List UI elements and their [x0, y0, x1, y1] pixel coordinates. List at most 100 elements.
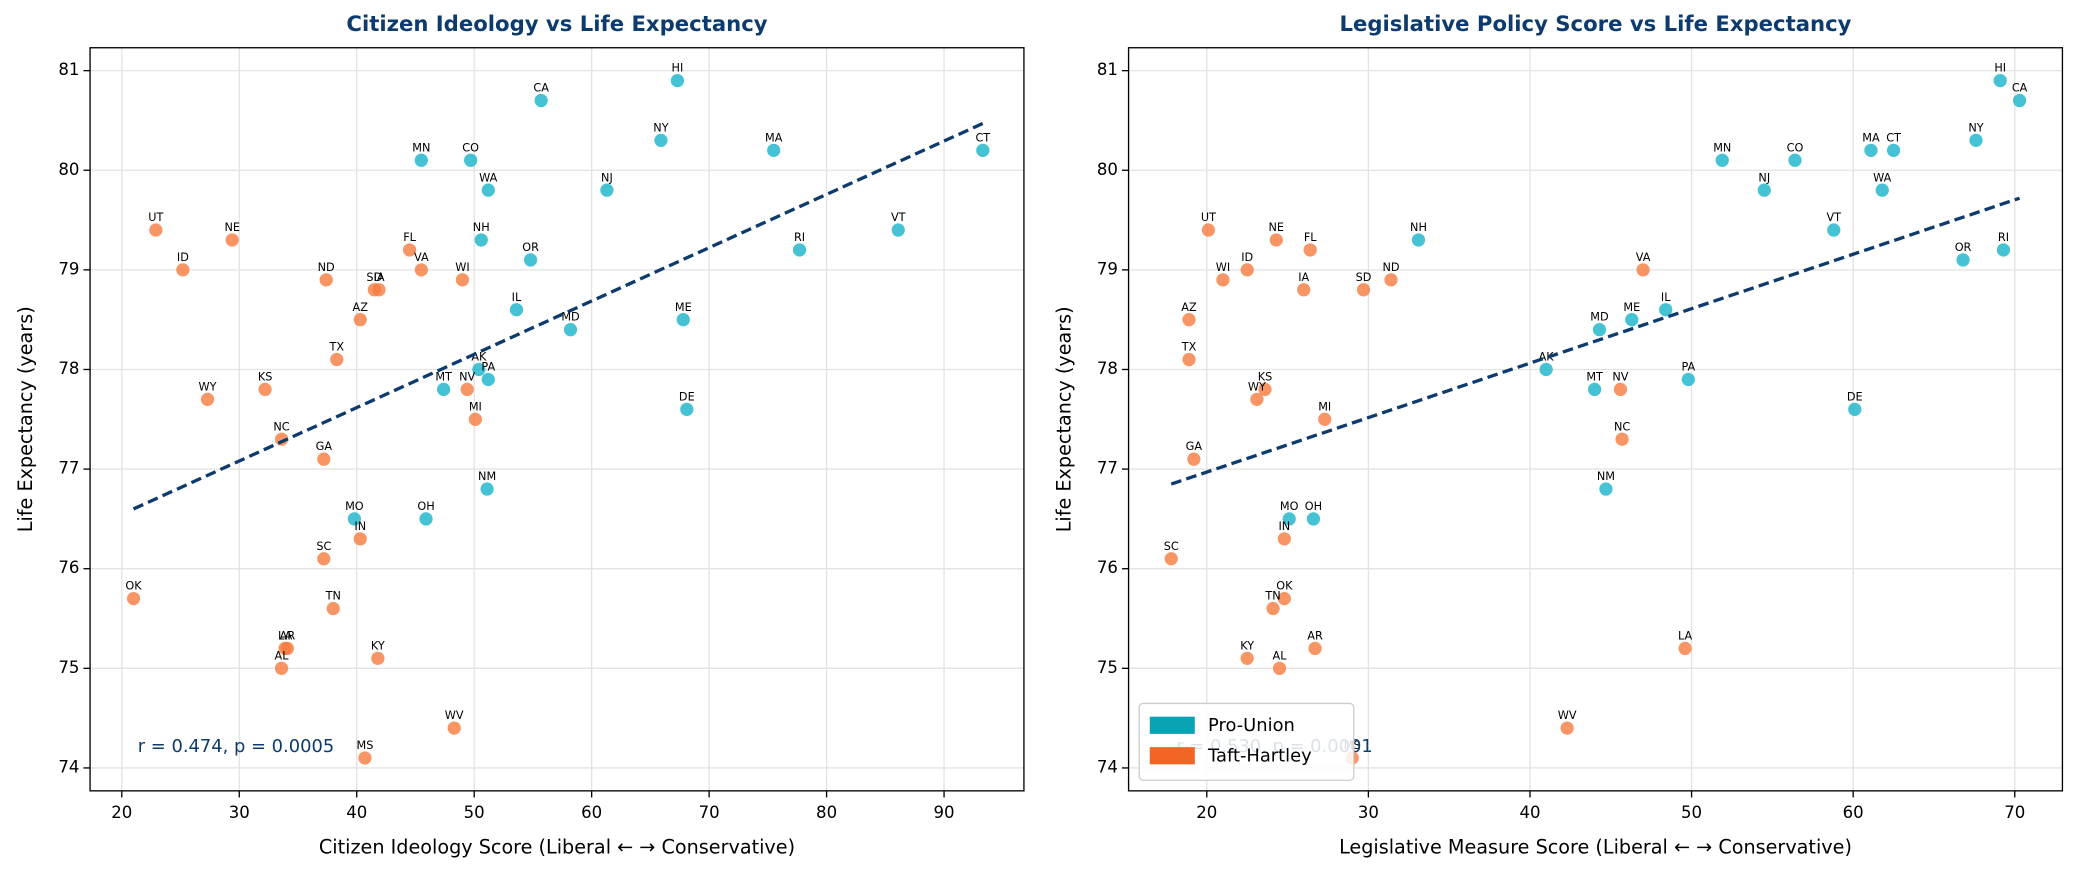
legend-swatch	[1149, 716, 1195, 734]
point	[680, 402, 694, 416]
point-label: GA	[316, 440, 333, 453]
point	[1269, 233, 1283, 247]
point-label: VT	[1826, 211, 1841, 224]
point-label: KY	[371, 639, 385, 652]
point	[1996, 243, 2011, 257]
point-label: AL	[275, 649, 290, 662]
point-label: SC	[316, 540, 331, 553]
point	[474, 233, 488, 247]
point	[1272, 661, 1287, 675]
plot-frame	[89, 47, 1025, 792]
point	[1182, 352, 1196, 367]
point	[1318, 412, 1332, 426]
point	[1757, 183, 1771, 197]
x-tick-label: 20	[1196, 803, 1217, 822]
point-label: TN	[1264, 590, 1280, 603]
point-label: DE	[1847, 390, 1863, 403]
point-label: NC	[273, 420, 289, 433]
x-tick-label: 20	[111, 803, 132, 822]
y-tick-label: 77	[58, 459, 79, 478]
y-tick-label: 76	[1097, 558, 1118, 577]
y-tick-label: 76	[58, 558, 79, 577]
point-label: NY	[653, 121, 668, 134]
x-tick-label: 60	[1843, 803, 1864, 822]
point-label: TX	[1181, 341, 1197, 354]
point	[402, 243, 417, 257]
x-tick-label: 70	[2004, 803, 2025, 822]
trend-line	[132, 121, 984, 511]
point	[670, 73, 685, 88]
point	[480, 482, 494, 496]
point	[1788, 153, 1802, 167]
point-label: AR	[280, 629, 296, 642]
point	[1411, 233, 1426, 247]
point-label: OK	[1276, 580, 1293, 593]
point-label: IL	[1661, 291, 1671, 304]
point-label: MI	[1318, 400, 1331, 413]
point-label: LA	[1678, 629, 1693, 642]
point-label: KS	[258, 370, 273, 383]
point-label: WY	[199, 380, 217, 393]
point-label: WA	[479, 171, 498, 184]
point	[1659, 303, 1673, 317]
y-tick-label: 75	[58, 658, 79, 677]
y-tick-label: 79	[1097, 259, 1118, 278]
point-label: ID	[1241, 251, 1253, 264]
point-label: TN	[325, 590, 341, 603]
point-label: CT	[1886, 131, 1901, 144]
point	[1875, 183, 1889, 197]
point-label: ME	[675, 301, 692, 314]
point	[372, 283, 386, 297]
point	[1993, 73, 2007, 88]
x-tick-label: 50	[464, 803, 485, 822]
point	[891, 223, 905, 237]
point	[481, 372, 495, 387]
point	[1384, 273, 1398, 287]
point	[563, 323, 578, 337]
point	[1560, 721, 1574, 735]
point	[447, 721, 461, 735]
point	[1240, 651, 1254, 665]
x-tick-label: 50	[1681, 803, 1702, 822]
point-label: NJ	[1758, 171, 1770, 184]
point	[1625, 313, 1639, 327]
point	[317, 452, 331, 466]
point	[358, 751, 372, 765]
point	[1678, 641, 1692, 656]
point-label: MT	[1586, 370, 1603, 383]
point-label: ID	[177, 251, 189, 264]
point-label: WI	[1216, 261, 1230, 274]
point-label: WI	[455, 261, 469, 274]
point	[1182, 313, 1196, 327]
point	[1615, 432, 1629, 446]
point-label: NV	[459, 370, 475, 383]
x-tick-label: 90	[934, 803, 955, 822]
point-label: CT	[975, 131, 990, 144]
legend-swatch	[1149, 747, 1195, 765]
point	[280, 641, 295, 656]
point	[654, 133, 668, 148]
point	[1592, 323, 1607, 337]
point	[176, 263, 190, 277]
point	[1303, 243, 1317, 257]
x-tick-label: 30	[1358, 803, 1379, 822]
point	[1306, 512, 1321, 526]
point	[319, 273, 333, 287]
point-label: SD	[366, 271, 382, 284]
point-label: PA	[1681, 361, 1695, 374]
point-label: NH	[473, 221, 490, 234]
point-label: MT	[435, 370, 452, 383]
x-tick-label: 30	[229, 803, 250, 822]
point	[353, 532, 367, 546]
x-axis-label: Legislative Measure Score (Liberal ← → C…	[1339, 835, 1852, 858]
point	[1356, 283, 1371, 297]
chart-title: Citizen Ideology vs Life Expectancy	[346, 11, 767, 36]
point-label: NE	[1269, 221, 1285, 234]
point	[1613, 382, 1628, 397]
point-label: AR	[1307, 629, 1323, 642]
point	[1864, 143, 1878, 157]
point-label: NM	[1597, 470, 1615, 483]
y-tick-label: 74	[1097, 757, 1118, 776]
point-label: NY	[1968, 121, 1983, 134]
point	[1266, 601, 1280, 616]
